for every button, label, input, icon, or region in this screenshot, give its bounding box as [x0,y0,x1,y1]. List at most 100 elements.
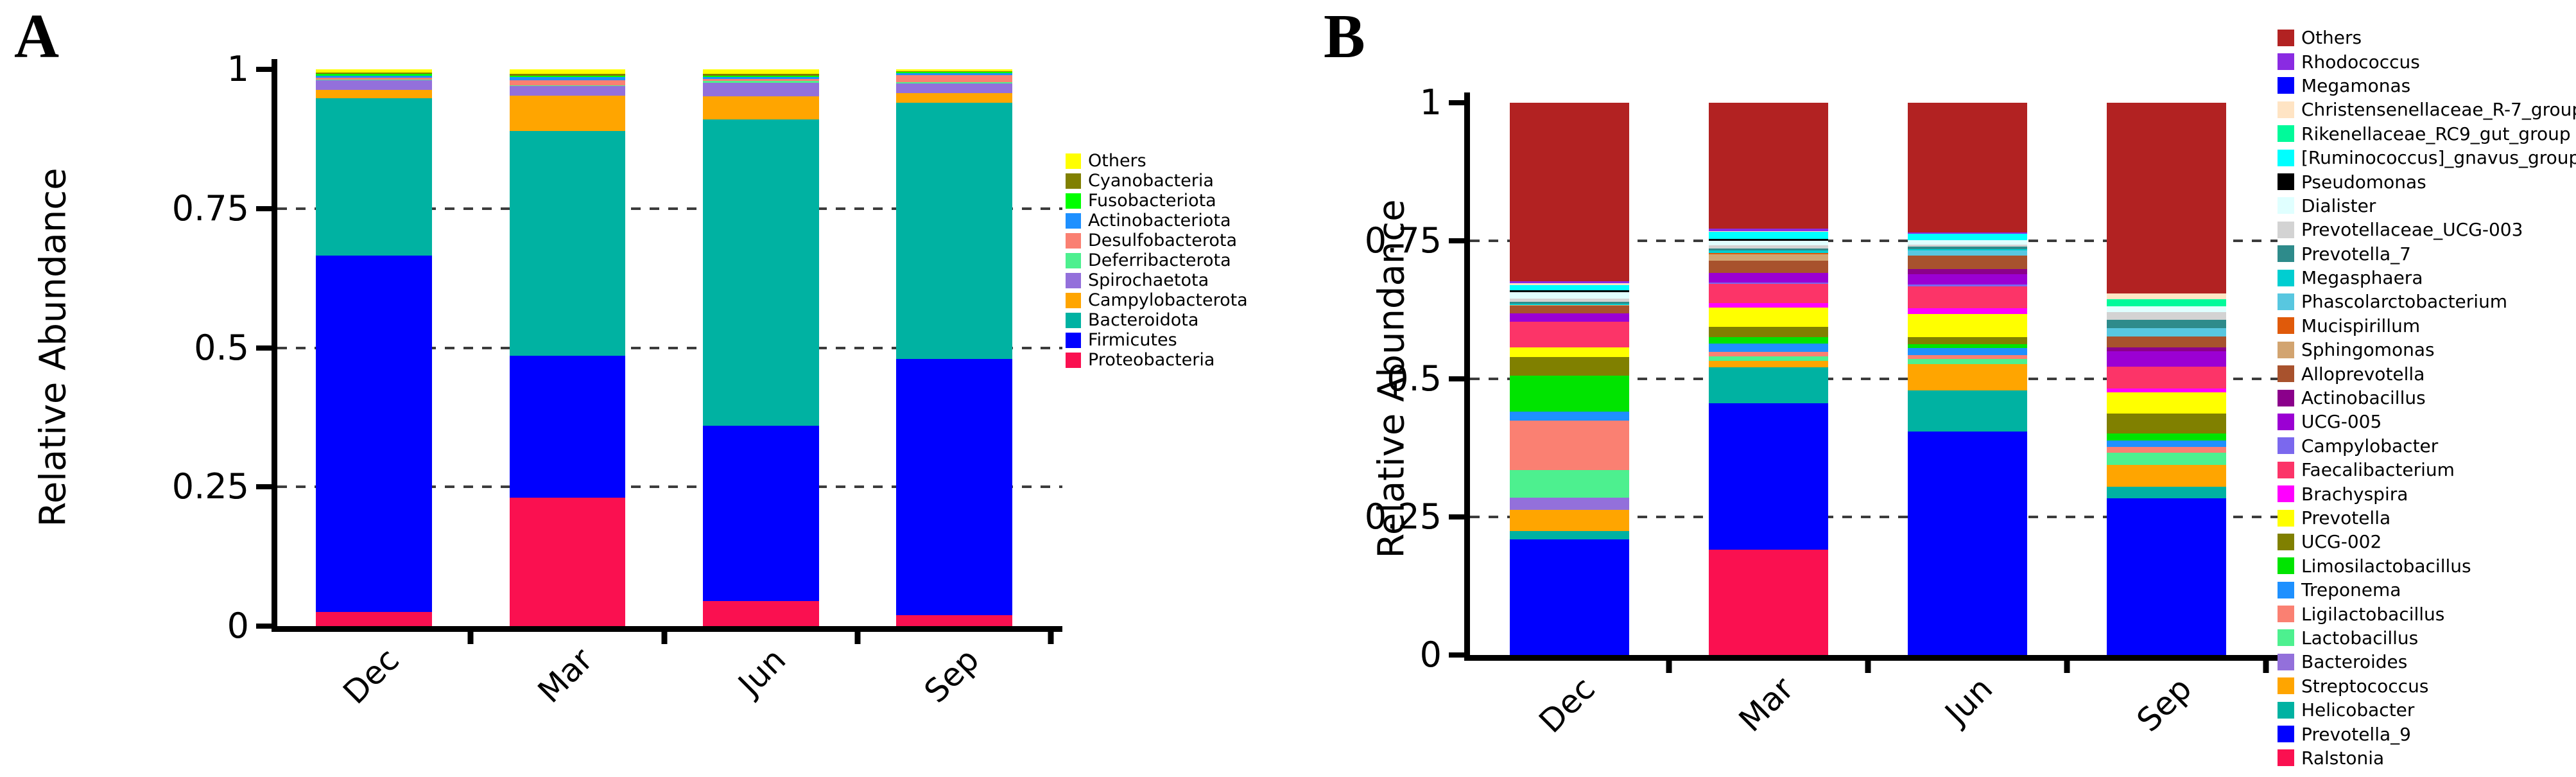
gridline-0.25 [277,485,1062,489]
legend-b: Others Rhodococcus Megamonas Christensenell… [2278,26,2576,770]
bar-slot-mar: Mar [471,69,664,710]
stacked-bar-mar [1709,103,1828,655]
legend-item-limosilactobacillus: Limosilactobacillus [2278,554,2576,578]
y-axis-line [1464,92,1470,661]
legend-label-desulfobacterota: Desulfobacterota [1088,231,1237,250]
segment-spirochaetota [702,82,819,96]
legend-swatch-cyanobacteria [1066,173,1081,189]
legend-swatch-prevotellaceae-ucg-003 [2278,221,2294,238]
segment-prevotellaceae-ucg-003 [2107,311,2226,320]
legend-swatch-ralstonia [2278,749,2294,767]
y-tick-mark-0.5 [1449,376,1465,381]
segment-others [509,69,626,74]
segment-sphingomonas [1709,254,1828,261]
segment-helicobacter [1510,531,1629,540]
segment-actinobacillus [2107,347,2226,351]
legend-label-cyanobacteria: Cyanobacteria [1088,171,1214,191]
segment-deferribacterota [896,82,1012,83]
legend-swatch-dialister [2278,197,2294,214]
segment-streptococcus [1908,363,2027,390]
legend-item-prevotella: Prevotella [2278,506,2576,530]
stacked-bar-dec [316,69,432,626]
legend-swatch-streptococcus [2278,677,2294,695]
gridline-0.5 [1470,378,2278,380]
legend-item-actinobacillus: Actinobacillus [2278,386,2576,410]
segment-lactobacillus [1908,358,2027,364]
bar-slot-mar: Mar [1669,103,1868,739]
legend-item-others: Others [1066,151,1248,171]
legend-label-prevotella: Prevotella [2301,507,2391,528]
stacked-bar-jun [702,69,819,626]
segment-desulfobacterota [702,78,819,82]
y-tick-label: 0 [227,606,249,646]
legend-swatch-megamonas [2278,77,2294,94]
segment-ucg-005 [1510,313,1629,322]
segment-helicobacter [2107,487,2226,499]
segment-deferribacterota [509,85,626,86]
legend-item-brachyspira: Brachyspira [2278,482,2576,505]
legend-label-bacteroides: Bacteroides [2301,651,2408,673]
bar-slot-sep: Sep [858,69,1051,710]
legend-swatch-alloprevotella [2278,365,2294,383]
segment-ralstonia [1709,550,1828,655]
legend-swatch-desulfobacterota [1066,232,1081,249]
gridline-0.25 [1470,516,2278,518]
segment-lactobacillus [1709,356,1828,361]
legend-item-ligilactobacillus: Ligilactobacillus [2278,602,2576,625]
y-tick-label: 0 [1419,634,1442,675]
segment-prevotella-7 [1709,249,1828,251]
segment-treponema [1709,343,1828,352]
segment-firmicutes [316,256,432,613]
segment-helicobacter [1908,390,2027,432]
legend-label-mucispirillum: Mucispirillum [2301,315,2421,336]
segment-firmicutes [896,358,1012,615]
x-tick-mark [1048,632,1054,644]
segment-proteobacteria [509,498,626,626]
legend-swatch-helicobacter [2278,701,2294,719]
segment-actinobacteriota [316,75,432,78]
y-tick-mark-0.75 [256,205,272,211]
legend-swatch-others [2278,29,2294,46]
legend-label-limosilactobacillus: Limosilactobacillus [2301,555,2471,577]
legend-swatch-brachyspira [2278,485,2294,503]
panel-label-b: B [1324,2,1365,71]
segment-mucispirillum [1709,252,1828,254]
legend-item-campylobacterota: Campylobacterota [1066,290,1248,310]
legend-swatch-proteobacteria [1066,352,1081,368]
legend-label-ucg-005: UCG-005 [2301,411,2382,433]
legend-label-fusobacteriota: Fusobacteriota [1088,191,1216,211]
legend-label-brachyspira: Brachyspira [2301,483,2408,505]
legend-item-streptococcus: Streptococcus [2278,674,2576,698]
legend-swatch-mucispirillum [2278,317,2294,335]
segment-spirochaetota [316,80,432,90]
x-tick-mark [2263,661,2269,673]
segment-brachyspira [1908,308,2027,315]
bar-slot-jun: Jun [664,69,858,703]
x-tick-mark [2064,661,2070,673]
segment-bacteroidota [509,131,626,356]
segment-ucg-005 [1709,272,1828,283]
legend-swatch-treponema [2278,581,2294,598]
y-tick-label: 0.25 [1364,496,1442,537]
segment-ucg-005 [2107,351,2226,367]
legend-swatch-lactobacillus [2278,629,2294,647]
segment-others [316,69,432,73]
segment-limosilactobacillus [1709,336,1828,344]
segment-ucg-005 [1908,274,2027,284]
x-axis-line [1464,655,2278,661]
segment-proteobacteria [702,600,819,626]
x-axis-line [272,626,1062,632]
segment-cyanobacteria [509,73,626,76]
legend-label-faecalibacterium: Faecalibacterium [2301,459,2455,481]
y-tick-mark-0.25 [256,484,272,490]
legend-item-dialister: Dialister [2278,194,2576,218]
segment-alloprevotella [1510,306,1629,313]
legend-label-alloprevotella: Alloprevotella [2301,363,2425,385]
legend-label-actinobacteriota: Actinobacteriota [1088,211,1231,231]
segment-dialister [2107,306,2226,312]
legend-item-campylobacter: Campylobacter [2278,434,2576,458]
legend-item-christensenellaceae-r-7-group: Christensenellaceae_R-7_group [2278,98,2576,121]
segment-deferribacterota [702,81,819,83]
x-tick-label-dec: Dec [336,641,406,712]
bars-row: Dec Mar Jun Sep [277,69,1051,712]
